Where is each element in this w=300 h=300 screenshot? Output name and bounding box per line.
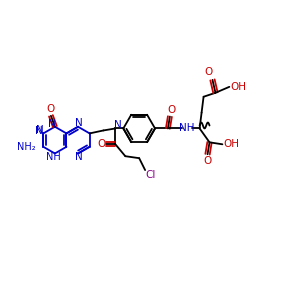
Text: N: N — [113, 121, 121, 130]
Text: N: N — [48, 119, 56, 129]
Text: O: O — [168, 105, 176, 115]
Text: O: O — [47, 104, 55, 114]
Text: NH₂: NH₂ — [17, 142, 35, 152]
Text: OH: OH — [230, 82, 246, 92]
Text: NH: NH — [46, 152, 60, 162]
Text: N: N — [75, 152, 83, 162]
Text: NH: NH — [179, 124, 194, 134]
Text: OH: OH — [223, 139, 239, 149]
Text: N: N — [35, 126, 43, 136]
Text: Cl: Cl — [145, 170, 155, 180]
Text: O: O — [98, 139, 106, 149]
Text: O: O — [204, 67, 213, 77]
Text: N: N — [37, 125, 44, 135]
Text: O: O — [203, 156, 212, 166]
Text: N: N — [75, 118, 83, 128]
